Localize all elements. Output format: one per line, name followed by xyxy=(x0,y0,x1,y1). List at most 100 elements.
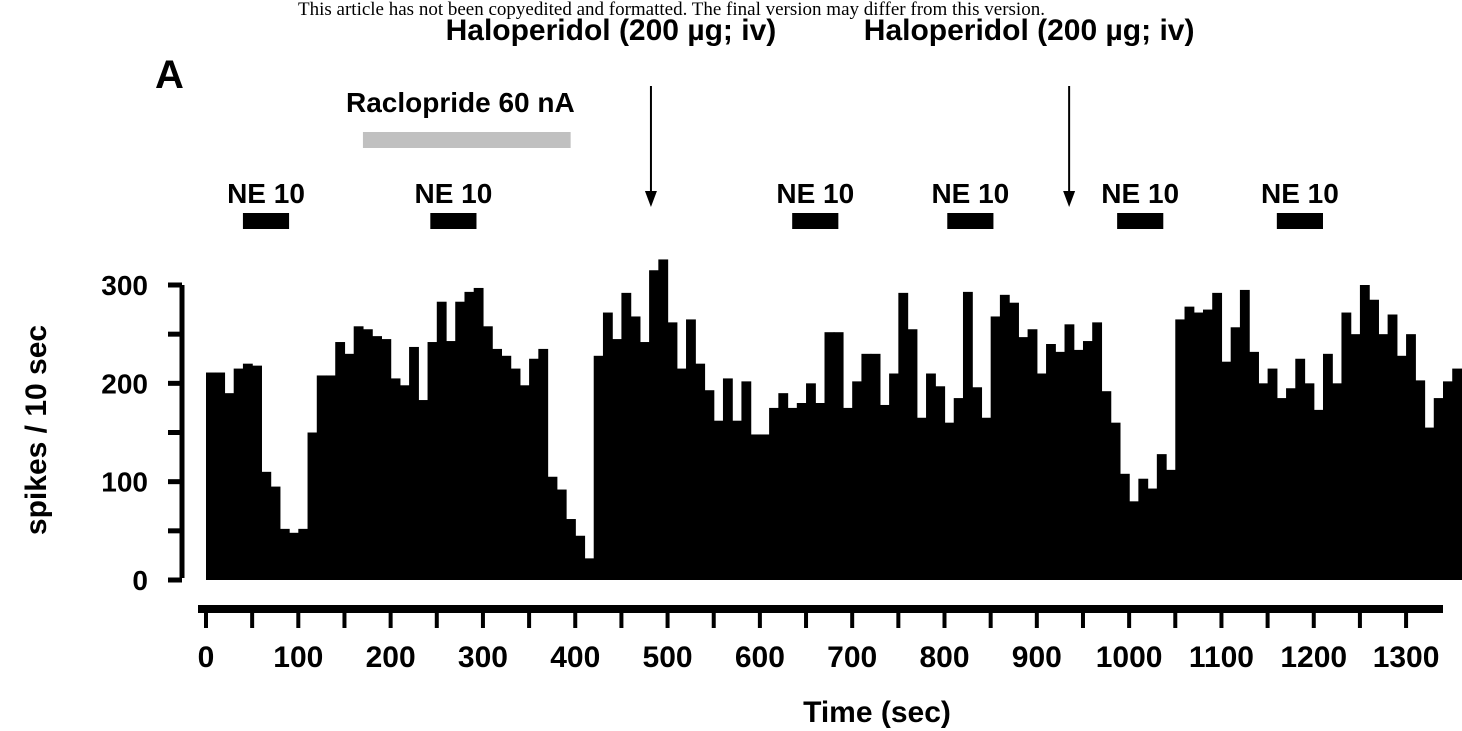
histogram-bar xyxy=(1396,355,1407,580)
histogram-bar xyxy=(353,326,364,580)
histogram-bar xyxy=(270,486,281,580)
histogram-bar xyxy=(252,365,262,580)
histogram-bar xyxy=(1018,337,1029,580)
y-tick-label: 100 xyxy=(101,467,148,498)
histogram-bar xyxy=(455,301,466,580)
y-axis-title: spikes / 10 sec xyxy=(20,325,53,535)
histogram-bar xyxy=(427,342,438,580)
histogram-bar xyxy=(566,519,576,580)
histogram-bar xyxy=(1443,381,1453,580)
histogram-bar xyxy=(962,291,973,580)
event-markers: NE 10 NE 10 NE 10 NE 10 NE 10 NE 10 Raclopride… xyxy=(227,14,1339,229)
histogram-bar xyxy=(612,339,623,580)
histogram-bar xyxy=(649,270,659,580)
histogram-bar xyxy=(1221,361,1232,580)
histogram-bar xyxy=(1184,306,1195,580)
histogram-bar xyxy=(1295,358,1306,580)
ne-application-bar xyxy=(947,213,994,229)
histogram-bar xyxy=(870,353,881,580)
histogram-bar xyxy=(639,342,650,580)
histogram-bar xyxy=(529,358,539,580)
histogram-bar xyxy=(482,326,493,580)
histogram-bar xyxy=(1009,302,1019,580)
x-tick-label: 1100 xyxy=(1189,641,1254,674)
histogram-bar xyxy=(547,476,558,580)
copyedit-banner: This article has not been copyedited and… xyxy=(298,0,1045,20)
y-tick-label: 200 xyxy=(101,368,148,399)
histogram-bar xyxy=(1304,383,1315,580)
histogram-bar xyxy=(1119,473,1130,580)
y-tick-label: 0 xyxy=(132,565,148,596)
histogram-bar xyxy=(1350,334,1361,580)
x-tick-label: 200 xyxy=(366,641,416,674)
histogram-bar xyxy=(1138,478,1149,580)
histogram-bar xyxy=(889,373,899,580)
histogram-bar xyxy=(316,375,327,580)
histogram-bar xyxy=(695,363,706,580)
haloperidol-arrow-head xyxy=(644,191,657,207)
haloperidol-arrow-head xyxy=(1063,191,1076,207)
x-tick-label: 700 xyxy=(827,641,877,674)
histogram-bar xyxy=(1064,324,1075,580)
histogram-bar xyxy=(418,400,429,580)
ne-application-bar xyxy=(1117,213,1164,229)
histogram-bar xyxy=(861,353,872,580)
histogram-bar xyxy=(362,329,373,580)
ne-application-bar xyxy=(430,213,477,229)
histogram-bar xyxy=(1239,289,1250,580)
raclopride-bar xyxy=(362,132,571,148)
histogram-bar xyxy=(1267,368,1278,580)
x-tick-label: 1300 xyxy=(1373,641,1440,674)
y-tick-label: 300 xyxy=(101,270,148,301)
panel-label: A xyxy=(155,53,184,97)
histogram-bar xyxy=(732,420,743,580)
histogram-bar xyxy=(409,346,419,580)
histogram-bar xyxy=(242,363,253,580)
histogram-bar xyxy=(279,528,290,580)
histogram-bar xyxy=(464,291,475,580)
histogram-bar xyxy=(381,339,392,580)
histogram-bar xyxy=(1424,427,1435,580)
histogram-bar xyxy=(787,407,798,580)
histogram-bar xyxy=(1212,292,1223,580)
histogram-bar xyxy=(1202,309,1213,580)
histogram-bar xyxy=(1369,299,1379,580)
x-tick-label: 600 xyxy=(735,641,785,674)
ne-application-bar xyxy=(792,213,839,229)
histogram-bar xyxy=(852,381,863,580)
histogram-bar xyxy=(326,375,336,580)
histogram-bar xyxy=(1082,341,1093,580)
x-tick-label: 900 xyxy=(1012,641,1062,674)
histogram-bar xyxy=(1175,319,1186,580)
histogram-bar xyxy=(335,342,346,580)
histogram-bar xyxy=(399,385,410,580)
histogram-bar xyxy=(907,329,918,580)
histogram-bar xyxy=(824,332,835,580)
histogram-bar xyxy=(806,383,816,580)
histogram-bar xyxy=(1433,398,1444,580)
histogram-bar xyxy=(1276,398,1287,580)
histogram-bar xyxy=(926,373,936,580)
histogram-bar xyxy=(344,353,355,580)
histogram-bar xyxy=(510,368,521,580)
histogram-bar xyxy=(686,319,696,580)
histogram-bar xyxy=(372,336,382,580)
histogram-bar xyxy=(621,292,632,580)
histogram-bar xyxy=(722,378,733,580)
x-tick-label: 1000 xyxy=(1096,641,1163,674)
histogram-bar xyxy=(307,432,318,580)
ne-label: NE 10 xyxy=(227,178,305,209)
ne-label: NE 10 xyxy=(414,178,492,209)
histogram-bar xyxy=(1406,334,1416,580)
histogram-bar xyxy=(1166,469,1176,580)
histogram-bar xyxy=(233,368,244,580)
histogram-bar xyxy=(1129,501,1139,580)
histogram-bar xyxy=(1322,353,1333,580)
histogram-bar xyxy=(224,393,235,580)
histogram-bar xyxy=(1258,383,1269,580)
histogram-bar xyxy=(1193,312,1204,580)
histogram-bar xyxy=(944,422,955,580)
histogram-bar xyxy=(981,417,992,580)
ne-application-bar xyxy=(242,213,290,229)
